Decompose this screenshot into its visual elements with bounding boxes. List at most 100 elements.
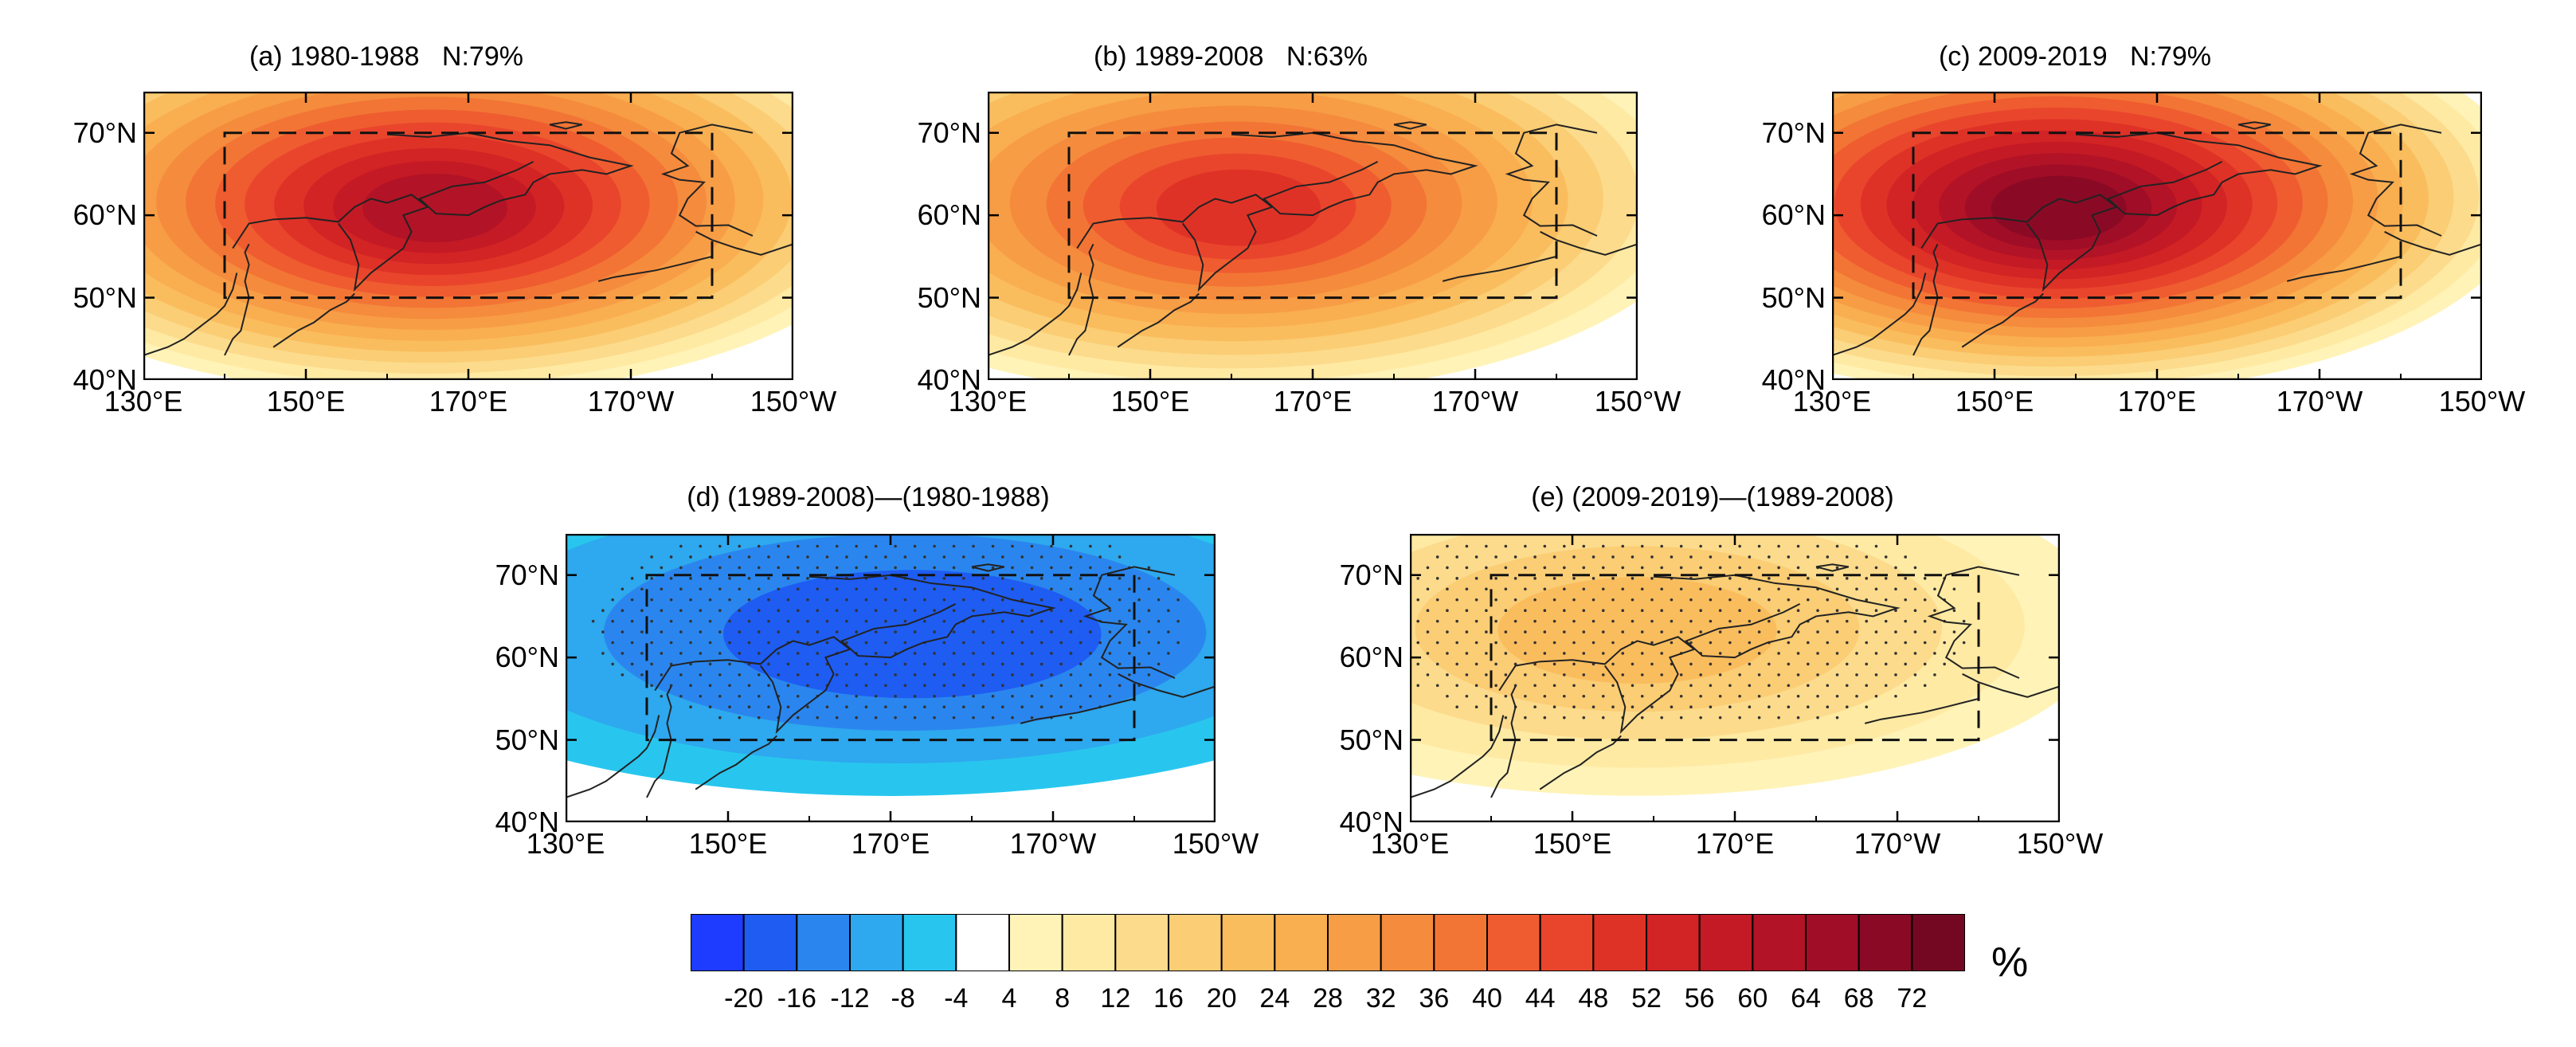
lat-tick-label: 40°N xyxy=(495,806,559,838)
lon-tick-label: 130°E xyxy=(104,385,183,418)
region-box xyxy=(645,574,1136,742)
lon-tick-label: 150°W xyxy=(1172,827,1259,860)
region-box xyxy=(1490,574,1980,742)
coastline xyxy=(1653,574,1901,659)
region-box xyxy=(1912,131,2402,300)
coastline xyxy=(988,273,1082,356)
map-panel-d xyxy=(566,534,1216,822)
coastline xyxy=(1927,566,2020,679)
lon-tick-label: 170°W xyxy=(1009,827,1097,860)
coastline xyxy=(2075,131,2323,217)
colorbar-swatch xyxy=(1646,914,1701,971)
coastline xyxy=(660,124,754,237)
lon-tick-label: 170°E xyxy=(429,385,508,418)
lon-tick-label: 150°W xyxy=(2438,385,2526,418)
colorbar-tick-label: 16 xyxy=(1153,983,1184,1014)
lon-tick-label: 170°E xyxy=(1695,827,1775,860)
colorbar-tick-label: 32 xyxy=(1365,983,1396,1014)
colorbar-swatch xyxy=(691,914,745,971)
coastline xyxy=(2384,230,2482,256)
colorbar-swatch xyxy=(1114,914,1169,971)
colorbar-swatch xyxy=(1380,914,1435,971)
colorbar-swatch xyxy=(1274,914,1329,971)
colorbar-tick-label: 68 xyxy=(1843,983,1874,1014)
coastline xyxy=(2286,255,2402,282)
lat-tick-label: 40°N xyxy=(1339,806,1403,838)
coastline xyxy=(1962,673,2060,698)
lon-tick-label: 150°E xyxy=(1110,385,1190,418)
colorbar-tick-label: 28 xyxy=(1313,983,1343,1014)
lon-tick-label: 170°W xyxy=(2276,385,2363,418)
lon-tick-label: 150°W xyxy=(1594,385,1681,418)
coastline xyxy=(386,131,634,217)
map-panel-a xyxy=(143,92,793,380)
coastline xyxy=(1815,563,1850,572)
stipple-dots xyxy=(591,544,1180,720)
coastline xyxy=(1961,292,2044,348)
lat-tick-label: 50°N xyxy=(495,723,559,756)
colorbar-tick-label: -16 xyxy=(777,983,816,1014)
colorbar-tick-label: 60 xyxy=(1737,983,1768,1014)
coastline xyxy=(1118,673,1216,698)
colorbar-tick-label: 20 xyxy=(1206,983,1237,1014)
coastline xyxy=(1864,697,1979,724)
lon-tick-label: 130°E xyxy=(526,827,605,860)
coastline xyxy=(1393,121,1427,130)
map-panel-c xyxy=(1832,92,2482,380)
coastline xyxy=(971,563,1005,572)
coastline xyxy=(1498,636,1697,735)
colorbar-swatch xyxy=(955,914,1011,971)
coastline xyxy=(1117,292,1200,348)
colorbar-tick-label: 8 xyxy=(1055,983,1071,1014)
coastline xyxy=(272,292,355,348)
coastline xyxy=(1082,566,1176,679)
colorbar-tick-label: -12 xyxy=(830,983,870,1014)
lon-tick-label: 170°W xyxy=(1854,827,1941,860)
colorbar-swatch xyxy=(796,914,851,971)
colorbar-swatch xyxy=(1805,914,1860,971)
colorbar-swatch xyxy=(1698,914,1754,971)
contour-level xyxy=(723,570,1102,699)
coastline xyxy=(566,715,660,798)
coastline xyxy=(549,121,583,130)
lon-tick-label: 170°W xyxy=(1431,385,1519,418)
coastline xyxy=(1410,715,1505,798)
lat-tick-label: 50°N xyxy=(917,280,981,314)
coastline xyxy=(1539,735,1622,790)
panel-title: (e) (2009-2019)—(1989-2008) xyxy=(1531,482,1894,512)
lat-tick-label: 40°N xyxy=(72,363,137,396)
coastline xyxy=(1505,124,1598,237)
colorbar-swatch xyxy=(1168,914,1223,971)
lat-tick-label: 40°N xyxy=(917,363,981,396)
lon-tick-label: 170°W xyxy=(587,385,675,418)
lon-tick-label: 150°W xyxy=(2016,827,2104,860)
colorbar-swatch xyxy=(1911,914,1965,971)
colorbar-swatch xyxy=(1327,914,1382,971)
colorbar-swatch xyxy=(1433,914,1488,971)
coastline xyxy=(1231,131,1478,217)
colorbar-tick-label: -4 xyxy=(944,983,969,1014)
coastline xyxy=(695,735,777,790)
map-panel-b xyxy=(988,92,1638,380)
coastline xyxy=(808,574,1056,659)
colorbar-swatch xyxy=(742,914,798,971)
lon-tick-label: 130°E xyxy=(948,385,1028,418)
lon-tick-label: 170°E xyxy=(2117,385,2197,418)
colorbar-swatch xyxy=(1486,914,1541,971)
coastline xyxy=(1920,194,2119,292)
lon-tick-label: 130°E xyxy=(1792,385,1872,418)
colorbar xyxy=(691,914,1965,971)
contour-level xyxy=(1991,175,2127,241)
lat-tick-label: 60°N xyxy=(495,641,559,674)
lon-tick-label: 170°E xyxy=(851,827,930,860)
colorbar-swatch xyxy=(902,914,957,971)
stipple-dots xyxy=(1416,544,1966,720)
coastline xyxy=(1540,230,1638,256)
lon-tick-label: 130°E xyxy=(1370,827,1450,860)
lon-tick-label: 150°E xyxy=(266,385,346,418)
lat-tick-label: 60°N xyxy=(917,198,981,232)
lon-tick-label: 170°E xyxy=(1273,385,1353,418)
coastline xyxy=(695,230,793,256)
lon-tick-label: 150°E xyxy=(1533,827,1612,860)
colorbar-tick-label: 56 xyxy=(1684,983,1715,1014)
